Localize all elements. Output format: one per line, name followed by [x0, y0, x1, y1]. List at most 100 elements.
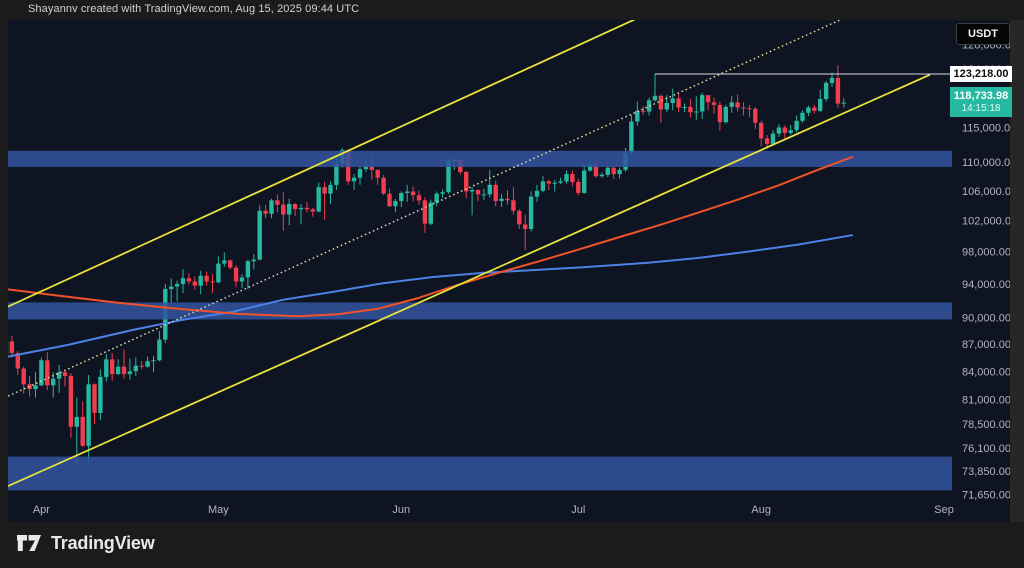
support-zone-74k[interactable] — [8, 456, 952, 491]
candle-body — [157, 339, 162, 361]
price-tick-label: 73,850.00 — [962, 466, 1010, 478]
price-tick-label: 115,000.00 — [962, 123, 1010, 135]
candle-body — [593, 164, 599, 177]
candle-body — [393, 201, 398, 207]
candle-body — [723, 106, 728, 123]
price-tick-label: 78,500.00 — [962, 419, 1010, 431]
candle-body — [812, 107, 817, 111]
price-tick-label: 110,000.00 — [962, 157, 1010, 169]
price-line-label: 123,218.00 — [950, 66, 1012, 82]
candle-body — [62, 372, 68, 376]
candle-body — [145, 361, 150, 367]
candle-body — [33, 385, 38, 390]
candle-body — [198, 275, 203, 286]
candle-body — [617, 169, 622, 175]
candle-body — [281, 204, 286, 215]
candle-body — [186, 278, 192, 282]
time-axis[interactable]: Apr May Jun Jul Aug Sep — [33, 504, 954, 516]
time-tick-label: Aug — [751, 504, 771, 516]
last-price-label: 118,733.98 14:15:18 — [950, 87, 1012, 117]
candle-body — [511, 200, 516, 211]
candle-body — [806, 107, 811, 113]
candle-body — [540, 181, 546, 191]
candle-body — [210, 281, 215, 283]
currency-toggle-button[interactable]: USDT — [956, 23, 1010, 45]
candle-body — [517, 210, 522, 225]
candle-body — [180, 278, 186, 284]
candle-body — [676, 98, 681, 108]
candle-body — [788, 130, 793, 133]
tradingview-logo-icon — [17, 535, 41, 551]
bottom-bar: TradingView — [0, 522, 1024, 568]
candle-body — [747, 108, 752, 110]
candle-body — [245, 261, 251, 278]
candle-body — [694, 111, 699, 113]
channel-upper-line[interactable] — [8, 20, 640, 308]
candle-body — [735, 102, 740, 108]
candle-body — [776, 127, 782, 134]
candle-body — [800, 112, 805, 121]
support-zone-90k[interactable] — [8, 302, 952, 320]
candle-body — [434, 193, 439, 203]
candle-body — [222, 260, 227, 264]
candle-body — [546, 181, 551, 184]
price-tick-label: 106,000.00 — [962, 186, 1010, 198]
candle-body — [558, 181, 563, 183]
time-tick-label: Jul — [571, 504, 585, 516]
blue-ma-line[interactable] — [8, 234, 853, 358]
candle-body — [104, 359, 109, 377]
candle-body — [298, 207, 304, 210]
candle-body — [705, 95, 711, 103]
candle-body — [841, 102, 846, 104]
tradingview-logo-text: TradingView — [51, 532, 155, 553]
resistance-zone-110k[interactable] — [8, 150, 952, 167]
candle-body — [587, 164, 593, 171]
tradingview-logo[interactable]: TradingView — [16, 531, 155, 555]
candle-body — [682, 106, 687, 108]
candle-body — [582, 170, 587, 193]
candle-body — [310, 209, 315, 212]
candle-body — [399, 193, 404, 202]
candle-body — [741, 107, 746, 109]
time-tick-label: May — [208, 504, 229, 516]
channel-lower-line[interactable] — [8, 73, 931, 487]
candle-body — [564, 174, 569, 182]
candle-body — [658, 95, 664, 110]
candle-body — [127, 371, 133, 375]
candle-body — [670, 98, 675, 103]
candle-body — [664, 102, 669, 110]
candle-body — [770, 133, 776, 144]
candle-body — [269, 200, 274, 214]
candle-body — [829, 77, 835, 83]
candle-body — [363, 166, 369, 170]
candle-body — [387, 193, 392, 207]
candle-body — [51, 378, 56, 386]
candle-body — [292, 204, 298, 210]
channel-median-line[interactable] — [8, 20, 853, 397]
candle-body — [475, 190, 481, 195]
chart-panel: 128,000.00124,000.00120,000.00115,000.00… — [8, 20, 1017, 522]
candle-body — [45, 360, 50, 386]
candle-body — [233, 267, 239, 282]
candle-body — [410, 191, 416, 196]
price-tick-label: 102,000.00 — [962, 216, 1010, 228]
candle-body — [328, 184, 333, 194]
candle-body — [216, 263, 221, 283]
chart-pane[interactable]: 128,000.00124,000.00120,000.00115,000.00… — [8, 20, 1017, 522]
candle-body — [688, 106, 693, 113]
candle-body — [646, 100, 652, 112]
candle-body — [446, 160, 451, 193]
candle-body — [552, 182, 557, 184]
candle-body — [729, 102, 734, 107]
candle-body — [416, 195, 422, 201]
candle-body — [357, 169, 363, 178]
orange-ma-line[interactable] — [8, 156, 853, 318]
candlestick-series — [8, 65, 846, 466]
right-scrollbar[interactable] — [1010, 20, 1024, 568]
attribution-text: Shayannv created with TradingView.com, A… — [28, 3, 360, 15]
candle-body — [464, 171, 469, 192]
candle-body — [228, 260, 233, 268]
candle-body — [251, 259, 256, 262]
candle-body — [257, 210, 262, 260]
candle-body — [174, 284, 180, 287]
